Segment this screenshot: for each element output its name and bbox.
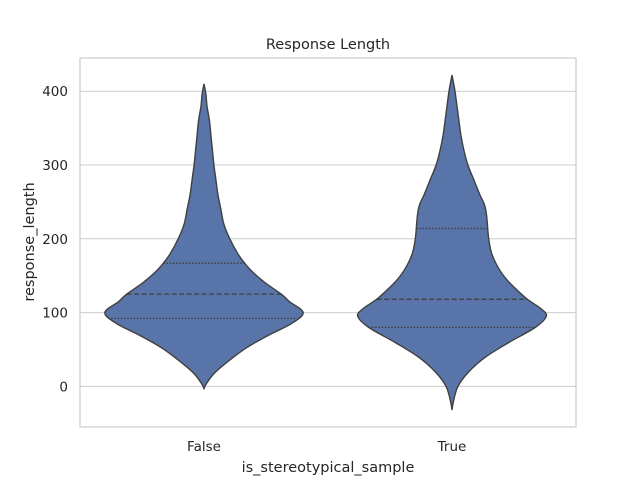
- y-tick-label-300: 300: [42, 158, 68, 174]
- violin-false: [104, 83, 304, 391]
- violins: [104, 74, 548, 411]
- x-tick-label-false: False: [187, 439, 221, 455]
- y-tick-label-200: 200: [42, 232, 68, 248]
- y-tick-label-0: 0: [59, 379, 68, 395]
- chart-title: Response Length: [266, 37, 390, 53]
- x-axis-ticks: False True: [187, 439, 466, 455]
- violin-true: [356, 74, 548, 411]
- y-axis-ticks: 0 100 200 300 400: [42, 84, 68, 395]
- x-axis-label: is_stereotypical_sample: [242, 460, 415, 476]
- y-tick-label-100: 100: [42, 306, 68, 322]
- plot-frame: [79, 57, 577, 428]
- x-tick-label-true: True: [437, 439, 467, 455]
- y-axis-label: response_length: [22, 182, 38, 301]
- y-tick-label-400: 400: [42, 84, 68, 100]
